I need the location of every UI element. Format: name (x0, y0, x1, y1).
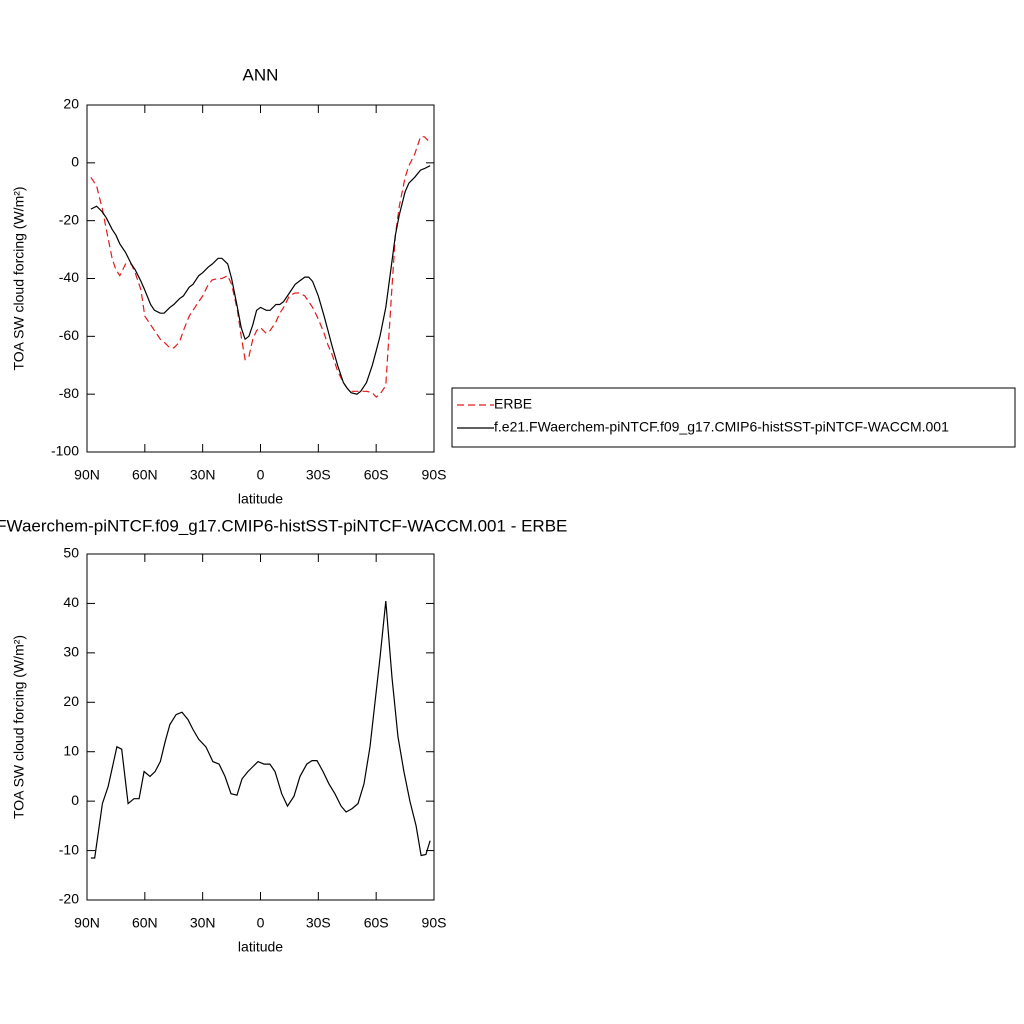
x-tick-label: 90S (422, 915, 447, 931)
x-tick-label: 30S (306, 915, 331, 931)
y-tick-label: -100 (51, 443, 79, 459)
x-tick-label: 30N (190, 467, 216, 483)
y-tick-label: 0 (71, 792, 79, 808)
y-tick-label: 40 (63, 594, 79, 610)
y-tick-label: 30 (63, 644, 79, 660)
legend-box (451, 387, 1016, 448)
x-tick-label: 30N (190, 915, 216, 931)
chart-title: ANN (243, 65, 279, 84)
plot-frame (86, 553, 435, 901)
x-tick-label: 60N (132, 467, 158, 483)
y-tick-label: -60 (59, 327, 79, 343)
x-axis-label: latitude (238, 491, 283, 507)
y-tick-label: -10 (59, 841, 79, 857)
y-tick-label: 20 (63, 693, 79, 709)
y-tick-label: 10 (63, 742, 79, 758)
y-tick-label: 0 (71, 154, 79, 170)
x-tick-label: 90N (74, 467, 100, 483)
y-axis-label: TOA SW cloud forcing (W/m²) (11, 635, 27, 819)
y-tick-label: -40 (59, 269, 79, 285)
y-tick-label: -80 (59, 385, 79, 401)
x-tick-label: 0 (257, 915, 265, 931)
x-tick-label: 60S (364, 467, 389, 483)
legend-label: ERBE (494, 396, 532, 412)
y-tick-label: -20 (59, 891, 79, 907)
y-tick-label: -20 (59, 211, 79, 227)
y-tick-label: 20 (63, 96, 79, 112)
x-axis-label: latitude (238, 939, 283, 955)
data-line (90, 600, 431, 859)
y-axis-label: TOA SW cloud forcing (W/m²) (11, 186, 27, 370)
x-tick-label: 0 (257, 467, 265, 483)
data-line (90, 136, 431, 398)
x-tick-label: 60S (364, 915, 389, 931)
x-tick-label: 60N (132, 915, 158, 931)
x-tick-label: 90S (422, 467, 447, 483)
data-line (90, 165, 431, 395)
x-tick-label: 90N (74, 915, 100, 931)
y-tick-label: 50 (63, 545, 79, 561)
legend-label: f.e21.FWaerchem-piNTCF.f09_g17.CMIP6-his… (494, 419, 949, 435)
x-tick-label: 30S (306, 467, 331, 483)
chart-title: f.e21.FWaerchem-piNTCF.f09_g17.CMIP6-his… (0, 516, 567, 535)
